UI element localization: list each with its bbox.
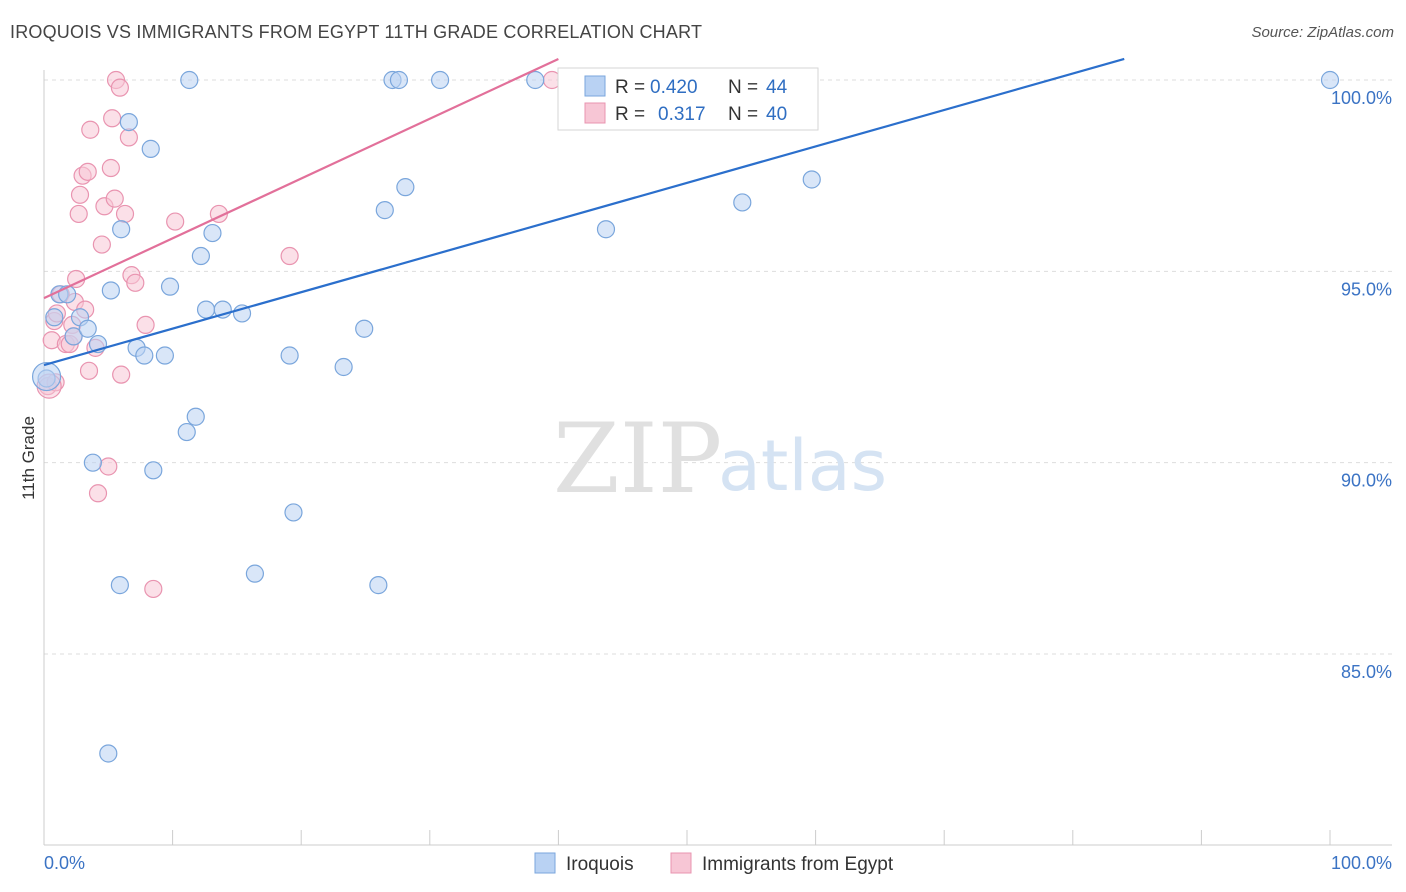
egypt-point-11 [69,204,88,224]
legend-r-label-2: R = [615,104,645,125]
iroquois-point-15 [141,139,160,158]
x-tick-label-0: 0.0% [44,853,85,873]
y-tick-label-3: 100.0% [1331,88,1392,108]
egypt-point-30 [119,128,138,147]
egypt-point-34 [144,579,163,599]
egypt-point-29 [115,204,135,224]
legend-item-iroquois[interactable]: Iroquois [534,852,634,875]
iroquois-point-33 [375,201,394,220]
legend-n-label-2: N = [728,104,758,125]
legend-r-value-2: 0.317 [658,104,706,125]
egypt-point-24 [103,109,122,128]
iroquois-point-39 [596,220,616,239]
x-tick-labels: 0.0% 100.0% [44,853,1392,873]
egypt-point-33 [136,315,155,335]
iroquois-point-37 [430,70,450,90]
iroquois-point-22 [191,246,210,266]
iroquois-cluster-point [31,361,62,392]
legend-swatch-egypt-bottom [670,852,692,874]
egypt-point-35 [166,212,185,231]
iroquois-point-27 [245,564,265,583]
series-legend: Iroquois Immigrants from Egypt [534,852,894,875]
iroquois-point-31 [355,319,374,338]
egypt-point-25 [105,189,124,208]
y-axis-label: 11th Grade [19,416,38,500]
iroquois-point-16 [144,461,163,480]
watermark-zip: ZIP [553,403,722,515]
iroquois-trendline [43,57,1125,367]
trendlines [43,57,1125,367]
egypt-point-32 [126,273,145,292]
egypt-point-20 [92,235,111,254]
iroquois-point-40 [733,193,752,212]
y-tick-label-2: 95.0% [1341,279,1392,299]
legend-n-value-2: 40 [766,104,787,125]
iroquois-points [31,70,1340,763]
iroquois-point-1 [45,308,64,327]
axes [43,70,1392,846]
legend-label-iroquois: Iroquois [566,854,634,875]
legend-n-value-1: 44 [766,77,788,98]
iroquois-point-43 [99,744,118,763]
egypt-point-22 [99,457,118,476]
egypt-point-17 [81,120,100,139]
chart-title: IROQUOIS VS IMMIGRANTS FROM EGYPT 11TH G… [10,22,703,42]
egypt-point-19 [88,484,108,503]
watermark-atlas: atlas [718,425,887,507]
gridlines [44,79,1392,655]
iroquois-point-36 [396,178,415,197]
iroquois-point-30 [334,357,353,377]
legend-swatch-egypt [584,102,606,124]
egypt-point-15 [78,162,97,181]
egypt-point-27 [110,78,129,97]
iroquois-point-20 [177,422,196,442]
source-credit[interactable]: Source: ZipAtlas.com [1251,24,1394,41]
iroquois-point-4 [64,327,83,346]
iroquois-point-14 [135,346,154,365]
x-tick-label-1: 100.0% [1331,853,1392,873]
y-tick-labels: 85.0% 90.0% 95.0% 100.0% [1331,88,1392,682]
egypt-point-16 [79,361,99,380]
legend-label-egypt: Immigrants from Egypt [702,854,894,875]
legend-swatch-iroquois-bottom [534,852,556,874]
iroquois-point-42 [1320,70,1340,90]
iroquois-point-11 [110,576,129,595]
legend-n-label-1: N = [728,77,758,98]
iroquois-point-8 [83,453,102,472]
iroquois-point-17 [155,346,174,365]
iroquois-point-35 [389,70,409,90]
egypt-trendline [43,57,559,300]
legend-r-value-1: 0.420 [650,77,698,98]
iroquois-point-19 [180,70,199,90]
iroquois-point-38 [526,70,545,90]
stats-legend: R = 0.420 N = 44 R = 0.317 N = 40 [557,67,819,131]
iroquois-point-6 [78,319,97,338]
egypt-point-37 [280,246,299,266]
iroquois-point-24 [203,223,222,243]
egypt-point-28 [112,365,131,384]
y-tick-label-1: 90.0% [1341,471,1392,491]
watermark: ZIP atlas [553,403,887,515]
legend-r-label-1: R = [615,77,645,98]
egypt-point-23 [101,158,120,178]
iroquois-point-10 [112,220,131,239]
iroquois-point-21 [186,407,205,426]
iroquois-point-32 [369,576,388,595]
iroquois-point-23 [196,300,216,319]
legend-swatch-iroquois [584,75,606,97]
legend-item-egypt[interactable]: Immigrants from Egypt [670,852,894,875]
iroquois-point-12 [119,112,138,132]
iroquois-point-41 [802,170,821,189]
iroquois-point-18 [160,277,180,296]
y-tick-label-0: 85.0% [1341,662,1392,682]
egypt-point-12 [70,185,90,204]
iroquois-point-29 [284,503,303,522]
iroquois-point-9 [101,281,120,300]
iroquois-point-28 [280,346,299,365]
